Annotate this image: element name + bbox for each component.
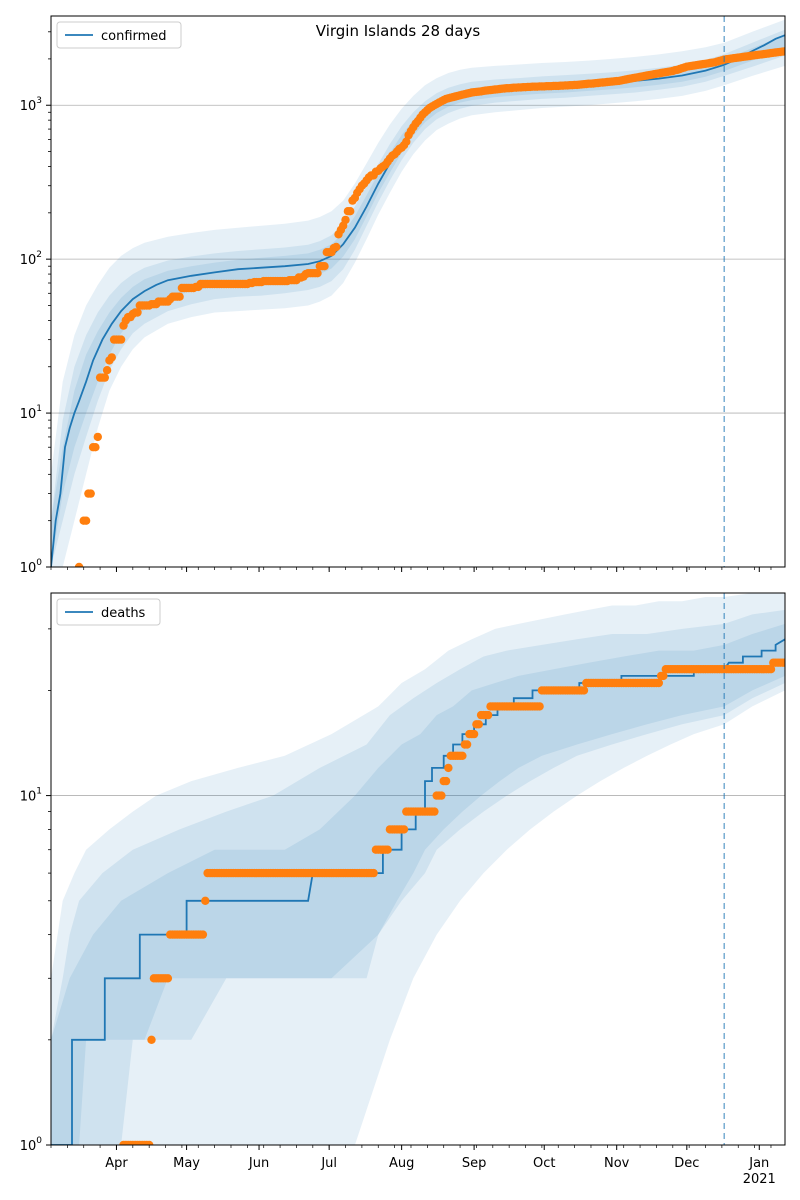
observed-point xyxy=(535,702,544,711)
observed-point xyxy=(579,686,589,695)
x-tick-label: Jul xyxy=(320,1156,337,1171)
x-tick-label: Apr xyxy=(105,1156,128,1171)
uncertainty-band xyxy=(51,593,785,1145)
uncertainty-band xyxy=(51,29,785,567)
observed-point xyxy=(133,308,142,317)
observed-point xyxy=(116,335,126,344)
observed-point xyxy=(780,658,785,667)
plot-area xyxy=(51,593,785,1145)
legend: confirmed xyxy=(56,21,182,49)
observed-point xyxy=(100,373,110,382)
observed-point xyxy=(780,47,785,56)
observed-point xyxy=(483,710,493,720)
observed-point xyxy=(313,269,322,278)
observed-point xyxy=(383,845,392,854)
observed-point xyxy=(198,930,208,939)
observed-point xyxy=(369,868,378,878)
observed-point xyxy=(444,763,453,773)
y-tick-exponent: 0 xyxy=(36,1136,42,1146)
y-tick-exponent: 1 xyxy=(36,404,42,414)
observed-point xyxy=(145,1140,154,1145)
observed-point xyxy=(659,671,668,681)
y-tick-exponent: 0 xyxy=(36,558,42,568)
observed-point xyxy=(474,720,483,729)
observed-point xyxy=(86,489,95,498)
observed-point xyxy=(437,791,446,800)
observed-point xyxy=(147,1035,156,1045)
y-tick-exponent: 2 xyxy=(36,250,42,260)
observed-point xyxy=(102,366,112,375)
observed-point xyxy=(469,729,479,739)
observed-point xyxy=(107,353,117,362)
x-tick-label: May xyxy=(173,1156,200,1171)
observed-point xyxy=(399,825,409,834)
x-tick-label: Sep xyxy=(462,1156,487,1171)
x-tick-label: Oct xyxy=(533,1156,555,1171)
axes-frame xyxy=(50,15,786,568)
observed-point xyxy=(91,443,100,452)
uncertainty-band xyxy=(51,19,785,567)
observed-point xyxy=(654,678,663,688)
observed-point xyxy=(332,242,341,252)
chart-title: Virgin Islands 28 days xyxy=(316,22,481,40)
observed-point xyxy=(462,740,472,749)
plot-area xyxy=(51,19,785,567)
y-tick-exponent: 3 xyxy=(36,96,42,106)
x-tick-label: Aug xyxy=(389,1156,414,1171)
legend-label: confirmed xyxy=(101,29,167,44)
legend-box xyxy=(56,21,182,49)
observed-point xyxy=(766,665,776,674)
uncertainty-band xyxy=(51,623,785,1145)
x-tick-label: Nov xyxy=(604,1156,630,1171)
legend-box xyxy=(56,598,161,626)
observed-point xyxy=(175,292,184,301)
x-tick-label: Dec xyxy=(674,1156,699,1171)
x-tick-label: Jan xyxy=(748,1156,769,1171)
x-year-label: 2021 xyxy=(743,1172,776,1187)
observed-point xyxy=(163,974,173,983)
observed-point xyxy=(320,262,329,271)
x-tick-label: Jun xyxy=(248,1156,269,1171)
observed-point xyxy=(81,516,91,525)
observed-point xyxy=(458,751,467,760)
observed-point xyxy=(74,562,84,567)
observed-point xyxy=(346,207,355,216)
observed-point xyxy=(341,215,350,225)
y-tick-exponent: 1 xyxy=(36,787,42,797)
axes-frame xyxy=(50,592,786,1146)
observed-point xyxy=(441,776,451,786)
observed-point xyxy=(402,137,411,146)
uncertainty-band xyxy=(51,609,785,1145)
legend: deaths xyxy=(56,598,161,626)
legend-label: deaths xyxy=(101,606,146,621)
observed-point xyxy=(430,807,439,816)
model-line xyxy=(51,34,785,567)
observed-point xyxy=(93,432,103,442)
observed-point xyxy=(201,896,210,905)
